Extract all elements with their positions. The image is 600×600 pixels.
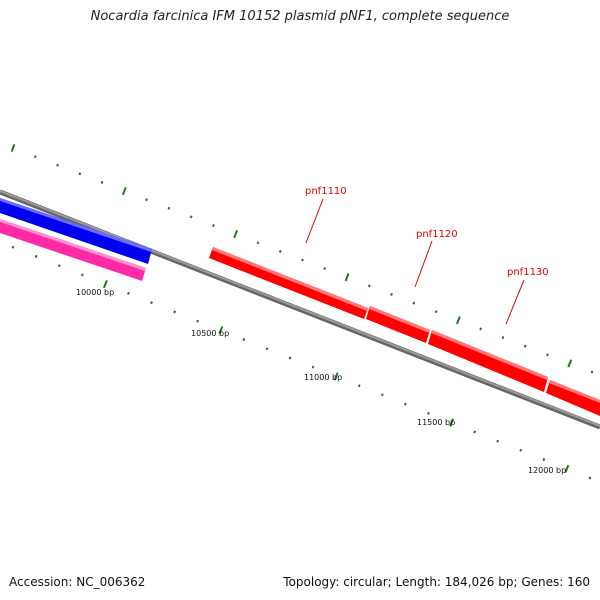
tick-marks-inner — [11, 245, 592, 480]
gene-label-leader-pnf1110 — [305, 198, 324, 244]
outer-minor-tick — [523, 344, 527, 348]
gene-label-pnf1130[interactable]: pnf1130 — [507, 267, 549, 278]
outer-minor-tick — [501, 336, 505, 340]
inner-minor-tick — [196, 319, 200, 323]
outer-minor-tick — [33, 155, 37, 159]
outer-minor-tick — [390, 292, 393, 296]
inner-minor-tick — [542, 458, 546, 462]
outer-major-tick — [455, 316, 461, 325]
inner-minor-tick — [588, 476, 592, 480]
outer-minor-tick — [590, 370, 594, 374]
outer-minor-tick — [434, 310, 438, 314]
inner-major-tick — [333, 372, 339, 381]
inner-minor-tick — [80, 273, 84, 277]
inner-minor-tick — [311, 365, 315, 369]
inner-minor-tick — [288, 356, 292, 360]
inner-minor-tick — [519, 448, 523, 452]
gene-pink-feature-highlight — [0, 219, 146, 271]
inner-minor-tick — [357, 384, 361, 388]
gene-blue-feature — [0, 198, 152, 264]
inner-minor-tick — [427, 411, 430, 415]
inner-minor-tick — [127, 291, 130, 295]
inner-major-tick — [564, 464, 570, 473]
sequence-backbone-highlight — [0, 190, 600, 427]
inner-minor-tick — [473, 430, 477, 434]
inner-minor-tick — [11, 245, 15, 249]
tick-marks-outer — [10, 143, 594, 374]
inner-minor-tick — [242, 338, 246, 342]
outer-minor-tick — [367, 284, 371, 288]
outer-minor-tick — [189, 215, 193, 219]
inner-minor-tick — [265, 347, 269, 351]
outer-minor-tick — [546, 353, 549, 357]
inner-minor-tick — [34, 254, 38, 258]
outer-major-tick — [10, 143, 16, 153]
outer-major-tick — [567, 359, 573, 368]
gene-pnf1130-arrow[interactable] — [428, 330, 548, 392]
bp-label-10000: 10000 bp — [76, 288, 114, 297]
outer-minor-tick — [323, 267, 327, 271]
gene-label-leader-pnf1130 — [505, 279, 525, 325]
bp-label-11500: 11500 bp — [417, 418, 455, 427]
gene-pink-feature — [0, 219, 146, 281]
inner-minor-tick — [380, 393, 384, 397]
outer-minor-tick — [479, 327, 483, 331]
outer-minor-tick — [278, 249, 282, 253]
inner-major-tick — [218, 326, 224, 335]
gene-next-arrow[interactable] — [546, 380, 600, 416]
inner-major-tick — [449, 418, 454, 427]
accession-text: Accession: NC_006362 — [9, 575, 146, 589]
gene-pnf1110-arrow[interactable] — [209, 247, 368, 319]
outer-major-tick — [344, 273, 350, 282]
gene-pnf1120-arrow[interactable] — [366, 306, 430, 343]
outer-minor-tick — [256, 241, 260, 245]
topology-summary: Topology: circular; Length: 184,026 bp; … — [283, 575, 590, 589]
inner-minor-tick — [57, 264, 61, 268]
outer-minor-tick — [78, 172, 82, 176]
outer-minor-tick — [412, 301, 416, 305]
bp-label-11000: 11000 bp — [304, 373, 342, 382]
inner-minor-tick — [403, 402, 407, 406]
bp-label-12000: 12000 bp — [528, 466, 566, 475]
inner-minor-tick — [173, 310, 177, 314]
gene-label-leader-pnf1120 — [414, 240, 433, 288]
inner-major-tick — [102, 280, 108, 289]
outer-major-tick — [121, 186, 127, 196]
outer-minor-tick — [100, 180, 104, 184]
inner-minor-tick — [496, 439, 500, 443]
gene-label-pnf1120[interactable]: pnf1120 — [416, 229, 458, 240]
outer-minor-tick — [167, 206, 171, 210]
outer-minor-tick — [301, 258, 304, 262]
outer-major-tick — [233, 230, 239, 239]
map-title: Nocardia farcinica IFM 10152 plasmid pNF… — [90, 9, 510, 24]
bp-label-10500: 10500 bp — [191, 329, 229, 338]
outer-minor-tick — [56, 163, 59, 167]
gene-label-pnf1110[interactable]: pnf1110 — [305, 186, 347, 197]
inner-minor-tick — [150, 301, 153, 305]
gene-blue-feature-highlight — [0, 198, 152, 252]
outer-minor-tick — [212, 224, 215, 228]
outer-minor-tick — [145, 198, 148, 202]
